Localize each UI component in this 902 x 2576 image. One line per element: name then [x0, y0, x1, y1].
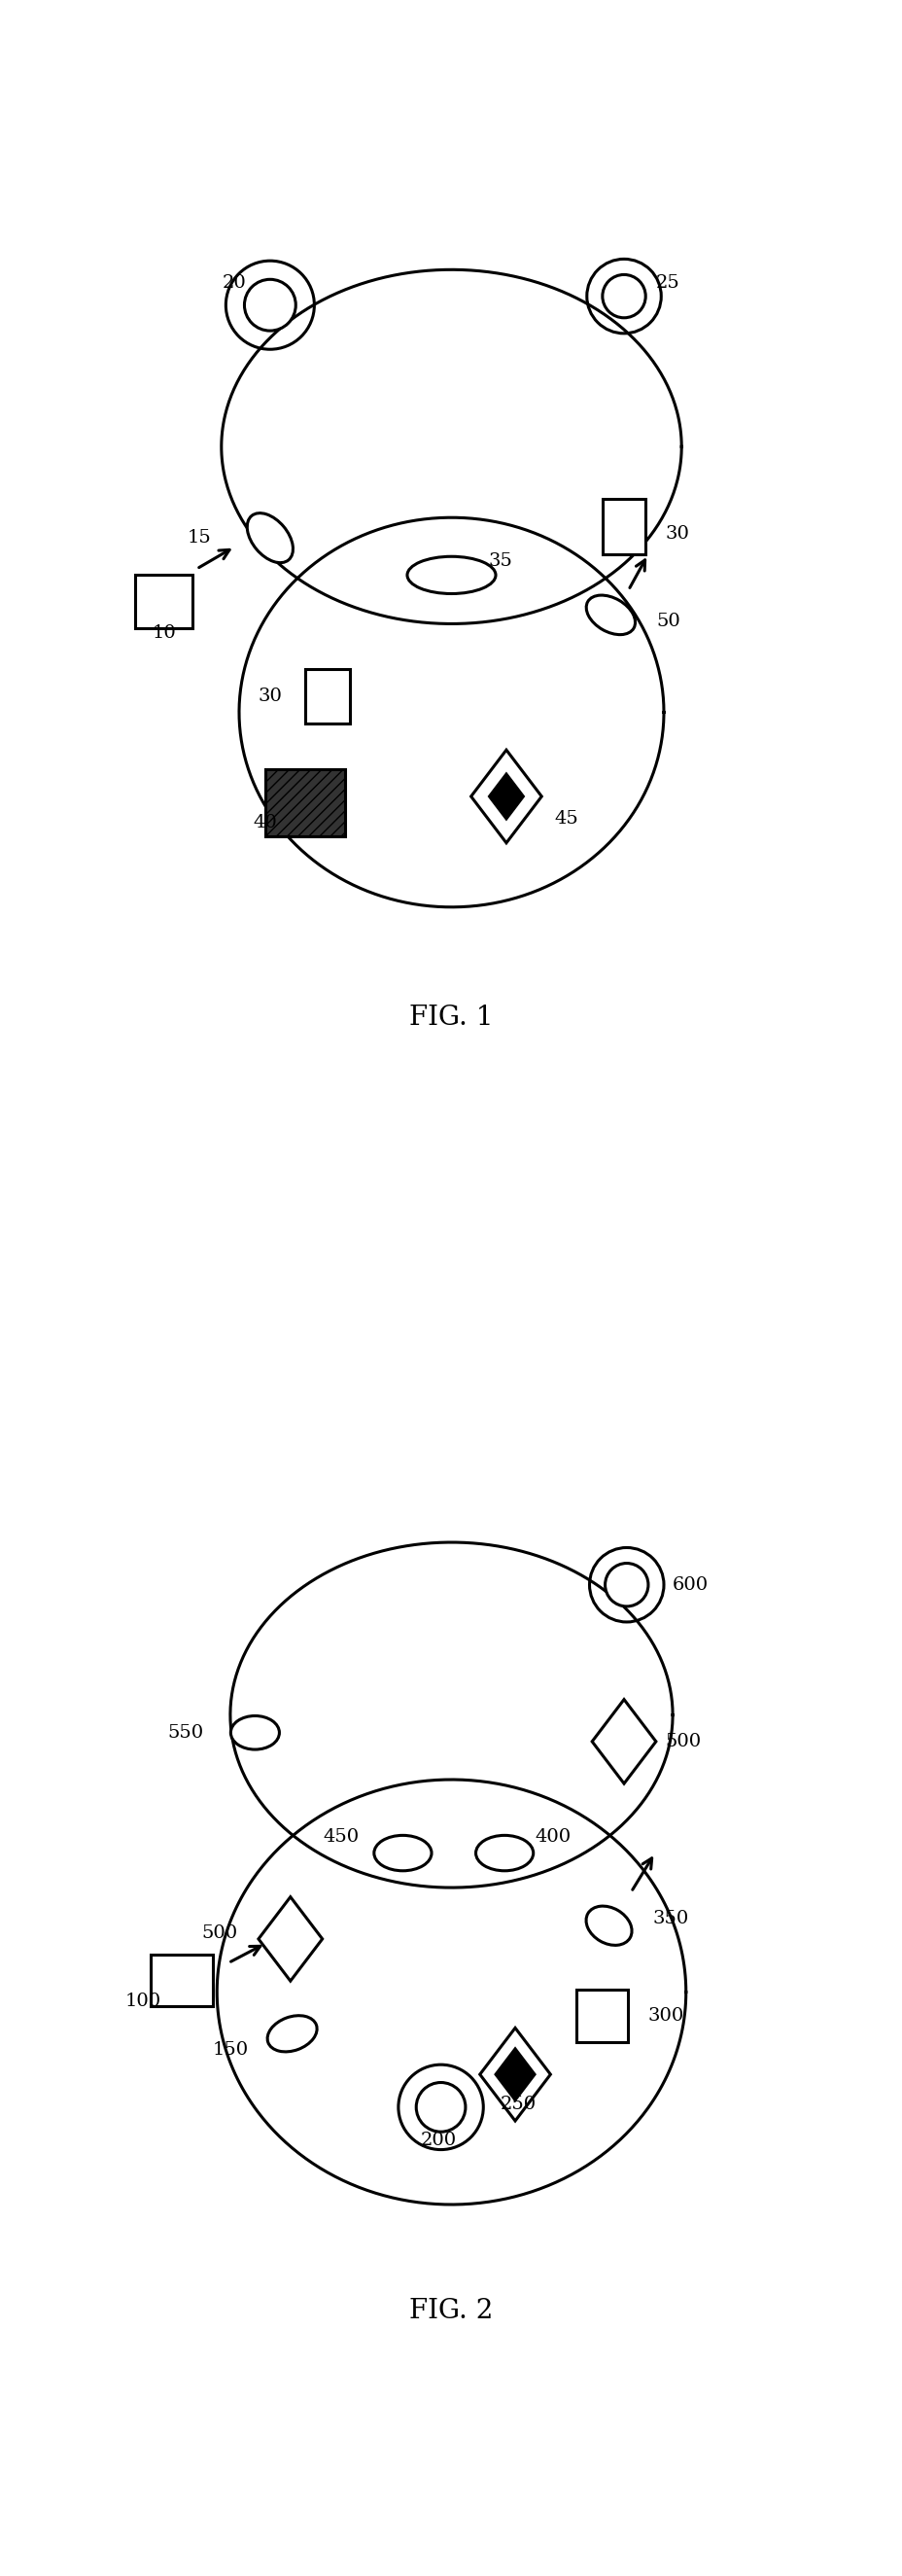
Text: 20: 20 [223, 273, 246, 291]
Text: 550: 550 [168, 1723, 204, 1741]
Bar [305, 670, 349, 724]
Text: 200: 200 [419, 2130, 456, 2148]
Text: 25: 25 [656, 273, 679, 291]
Text: FIG. 2: FIG. 2 [410, 2298, 492, 2324]
Text: 250: 250 [500, 2097, 535, 2112]
Text: 500: 500 [201, 1924, 237, 1942]
Ellipse shape [407, 556, 495, 592]
Text: 50: 50 [656, 613, 679, 631]
Ellipse shape [230, 1716, 279, 1749]
Text: 100: 100 [125, 1991, 161, 2009]
Bar [151, 1955, 212, 2007]
Circle shape [416, 2081, 465, 2133]
Bar [265, 770, 345, 835]
Bar [603, 500, 645, 554]
Polygon shape [495, 2048, 534, 2099]
Text: 15: 15 [187, 528, 211, 546]
Text: 30: 30 [258, 688, 281, 706]
Ellipse shape [585, 595, 635, 634]
Text: 35: 35 [488, 551, 511, 569]
Ellipse shape [475, 1834, 533, 1870]
Ellipse shape [247, 513, 292, 562]
Text: 10: 10 [152, 623, 176, 641]
Circle shape [602, 276, 645, 317]
Text: 600: 600 [672, 1577, 708, 1595]
Bar [575, 1989, 627, 2043]
Text: 150: 150 [212, 2040, 248, 2058]
Ellipse shape [585, 1906, 631, 1945]
Text: 300: 300 [647, 2007, 683, 2025]
Polygon shape [489, 775, 523, 819]
Text: FIG. 1: FIG. 1 [409, 1005, 493, 1030]
Circle shape [604, 1564, 648, 1607]
Text: 500: 500 [665, 1734, 701, 1749]
Text: 400: 400 [535, 1829, 571, 1847]
Text: 350: 350 [652, 1909, 688, 1927]
Text: 40: 40 [253, 814, 278, 832]
Text: 450: 450 [323, 1829, 358, 1847]
Text: 45: 45 [554, 809, 578, 827]
Ellipse shape [267, 2014, 317, 2050]
Ellipse shape [373, 1834, 431, 1870]
Text: 30: 30 [665, 526, 688, 541]
Bar [135, 574, 192, 629]
Circle shape [244, 278, 296, 330]
